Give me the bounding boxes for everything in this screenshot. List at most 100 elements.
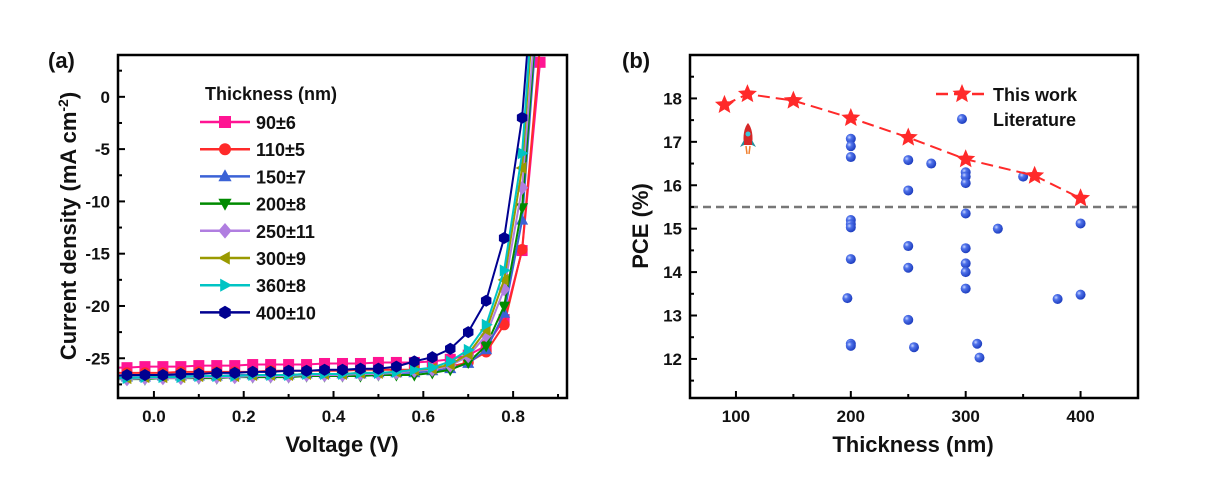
data-point [319,357,331,369]
legend-marker [219,305,231,319]
legend-label: Literature [993,110,1076,130]
data-point [265,359,277,371]
legend-entry: This work [936,84,1078,105]
legend-entry: 300±9 [200,249,306,269]
data-point [480,294,492,307]
data-point [355,362,366,375]
data-point [499,264,511,277]
a-xtick-label: 0.4 [322,407,346,426]
data-point [960,208,971,219]
data-point [516,111,528,124]
data-point [898,127,918,146]
data-point [497,273,509,286]
series-line [118,55,535,381]
legend-label: This work [993,85,1078,105]
data-point [498,231,510,245]
data-point [319,363,330,376]
data-point [1071,188,1091,207]
data-point [247,365,258,378]
data-point [481,318,493,331]
panel-b: (b) 100 200 300 400 12 13 14 15 16 17 18 Thickness… [622,48,1140,457]
legend-entry: 110±5 [200,140,305,160]
data-point [480,328,493,343]
data-point [175,367,187,380]
a-xlabel: Voltage (V) [285,432,398,457]
legend-label: 400±10 [256,303,316,323]
a-legend: 90±6 110±5 150±7 200±8 250±11 300±9 360±8 400±1… [200,113,316,323]
data-point [372,356,384,368]
legend-label: 110±5 [256,140,305,160]
legend-entry: 250±11 [200,222,315,242]
data-point [427,351,438,364]
series-90±6 [118,56,546,374]
b-xtick-label: 100 [722,407,750,426]
a-series-group [103,55,546,387]
data-point [283,359,295,371]
panel-label-a: (a) [48,48,75,73]
b-xtick-label: 200 [837,407,865,426]
data-point [974,352,985,363]
data-point [409,363,421,376]
legend-label: 300±9 [256,249,306,269]
data-point [229,360,241,372]
data-point [845,141,856,152]
rocket-icon [740,123,756,155]
data-point [427,361,439,374]
b-ytick-label: 14 [663,263,682,282]
data-point [516,244,528,256]
data-point [845,340,856,351]
data-point [157,361,169,373]
data-point [498,282,511,297]
series-line [724,93,1082,200]
a-ylabel-sup: -2 [55,99,71,112]
data-point [337,363,348,376]
data-point [103,375,115,386]
a-plot-frame [116,53,569,400]
a-legend-title: Thickness (nm) [205,84,337,104]
legend-entry: 200±8 [200,195,306,215]
data-point [193,367,205,380]
panel-a: (a) 0.0 0.2 0.4 0.6 0.8 0 -5 -10 -15 -20 -25 Volta… [48,48,569,457]
data-point [103,370,115,381]
b-ytick-label: 18 [663,89,682,108]
data-point [909,342,919,353]
data-point [139,368,151,382]
data-point [104,367,115,378]
data-point [445,342,456,355]
data-point [960,267,971,278]
data-point [105,372,116,384]
a-ytick-label: -25 [85,349,110,368]
series-This work [714,84,1091,207]
data-point [1075,289,1086,300]
b-axes: 100 200 300 400 12 13 14 15 16 17 18 [663,54,1139,426]
data-point [714,94,734,114]
data-point [992,223,1003,234]
a-xtick-label: 0.0 [142,407,166,426]
legend-label: 90±6 [256,113,296,133]
data-point [1052,294,1063,305]
data-point [157,368,169,382]
b-plot-frame [688,53,1140,400]
legend-label: 360±8 [256,276,306,296]
b-legend: This work Literature [936,84,1078,130]
data-point [462,358,475,370]
data-point [783,90,803,109]
legend-marker [957,114,967,124]
legend-marker [219,143,231,156]
data-point [903,262,914,273]
a-xtick-label: 0.6 [411,407,435,426]
data-point [737,84,757,103]
data-point [391,360,402,373]
b-ytick-label: 13 [663,307,682,326]
data-point [841,107,861,127]
data-point [517,147,529,160]
data-point [845,152,856,163]
data-point [104,370,114,382]
data-point [445,355,457,368]
data-point [903,155,914,166]
legend-label: 200±8 [256,195,306,215]
data-point [845,254,856,265]
series-300±9 [118,55,532,385]
data-point [480,341,493,353]
